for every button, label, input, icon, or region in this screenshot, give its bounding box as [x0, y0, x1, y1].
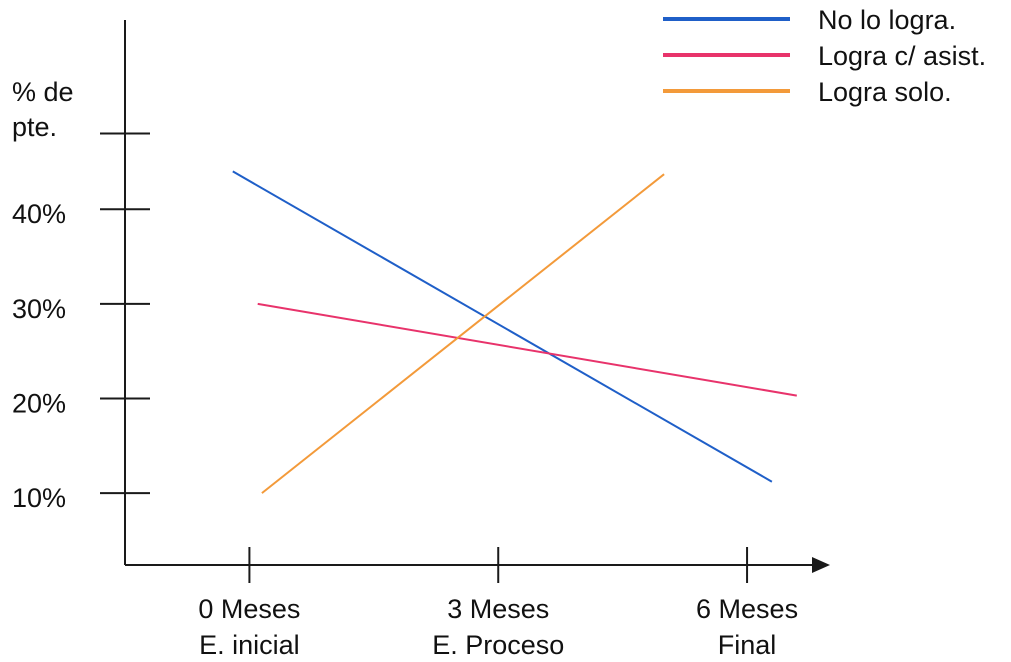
y-axis-label-line1: % de [12, 77, 74, 107]
x-tick-label-line2: E. Proceso [432, 630, 564, 660]
y-tick-label: 20% [12, 388, 66, 418]
legend: No lo logra. Logra c/ asist. Logra solo. [663, 5, 986, 107]
x-axis-arrow-icon [812, 557, 830, 573]
y-ticks: 10% 20% 30% 40% [12, 132, 150, 513]
x-ticks: 0 Meses E. inicial 3 Meses E. Proceso 6 Mese… [198, 547, 798, 660]
y-tick-label: 10% [12, 483, 66, 513]
y-axis-label-line2: pte. [12, 112, 57, 142]
y-tick-label: 30% [12, 294, 66, 324]
x-tick-label-line2: E. inicial [199, 630, 300, 660]
series-line [232, 170, 773, 483]
x-tick-label-line1: 0 Meses [198, 594, 300, 624]
x-tick-label-line1: 3 Meses [447, 594, 549, 624]
series-line [261, 173, 665, 494]
x-tick-label-line2: Final [718, 630, 777, 660]
legend-label: Logra solo. [818, 77, 952, 107]
legend-label: No lo logra. [818, 5, 956, 35]
x-tick-label-line1: 6 Meses [696, 594, 798, 624]
y-tick-label: 40% [12, 199, 66, 229]
legend-label: Logra c/ asist. [818, 41, 986, 71]
axes [124, 20, 830, 573]
series-lines [232, 170, 797, 494]
series-line [257, 302, 797, 397]
